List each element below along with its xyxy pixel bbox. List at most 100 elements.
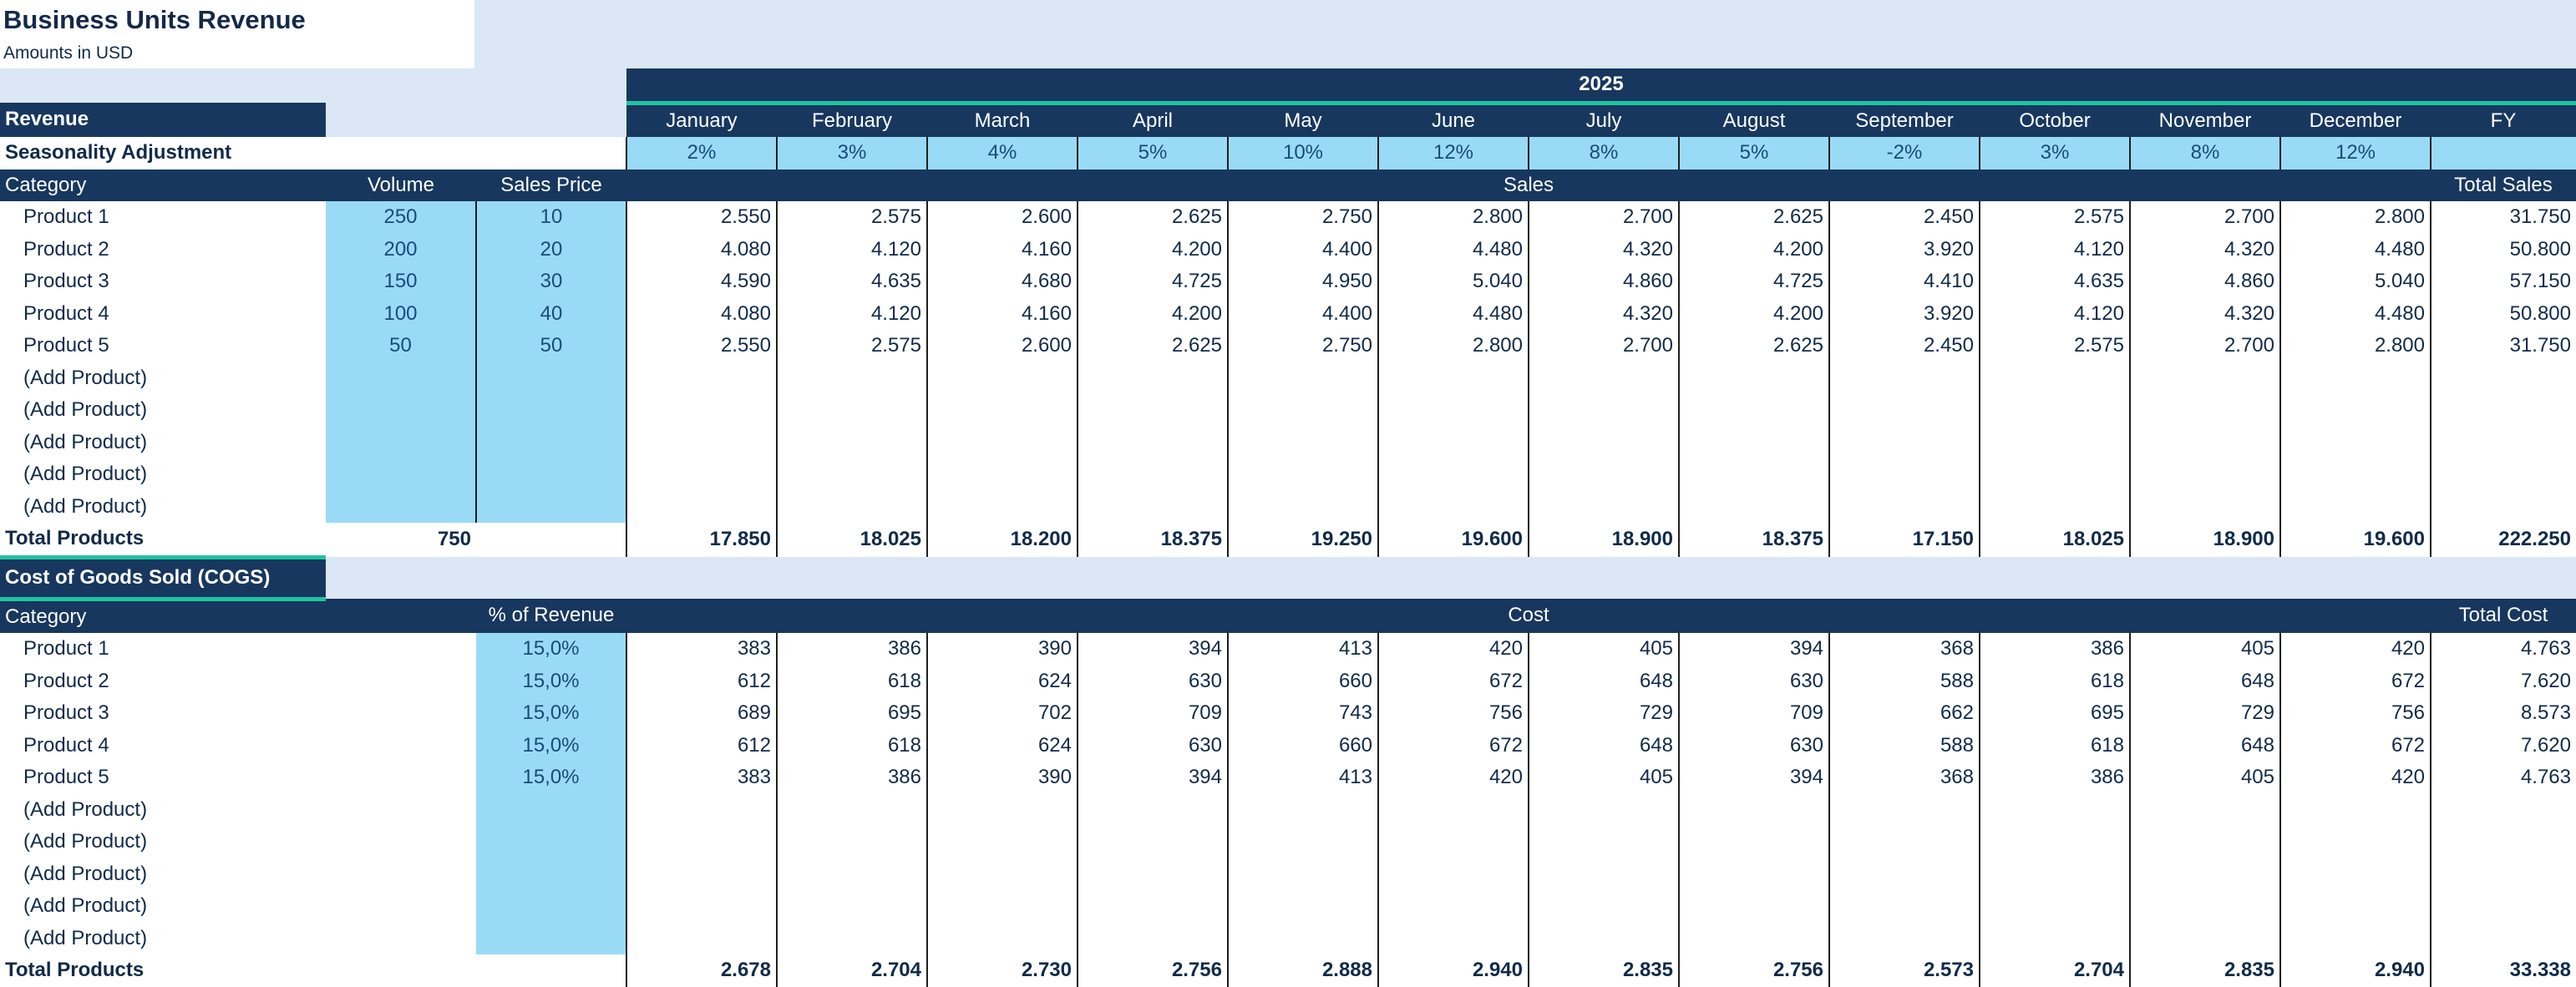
- volume-input[interactable]: [326, 458, 476, 491]
- price-input[interactable]: 20: [475, 233, 626, 266]
- cost-value: 618: [776, 665, 927, 697]
- sales-value: [1377, 458, 1529, 491]
- volume-input[interactable]: 250: [326, 201, 476, 234]
- price-input[interactable]: [475, 490, 626, 523]
- seasonality-input[interactable]: 4%: [926, 137, 1078, 170]
- seasonality-input[interactable]: 5%: [1678, 137, 1829, 170]
- seasonality-input[interactable]: -2%: [1828, 137, 1980, 170]
- sales-value: 3.920: [1828, 297, 1980, 330]
- seasonality-input[interactable]: 5%: [1077, 137, 1228, 170]
- pct-revenue-input[interactable]: [476, 826, 626, 858]
- seasonality-input[interactable]: 10%: [1227, 137, 1378, 170]
- cost-value: 630: [1077, 729, 1228, 762]
- add-product-placeholder[interactable]: (Add Product): [0, 890, 326, 923]
- sales-value: 2.700: [2129, 201, 2280, 234]
- add-product-placeholder[interactable]: (Add Product): [0, 426, 326, 458]
- seasonality-input[interactable]: 2%: [626, 137, 777, 170]
- volume-input[interactable]: 100: [326, 297, 476, 330]
- monthly-total-cost: 2.940: [1377, 954, 1529, 987]
- volume-input[interactable]: 200: [326, 233, 476, 266]
- pct-revenue-input[interactable]: 15,0%: [476, 697, 626, 730]
- seasonality-input[interactable]: 3%: [776, 137, 927, 170]
- spacer-cell: [0, 0, 2576, 33]
- pct-revenue-input[interactable]: [476, 922, 626, 954]
- pct-revenue-input[interactable]: 15,0%: [476, 633, 626, 666]
- add-product-placeholder[interactable]: (Add Product): [0, 858, 326, 890]
- cost-value: 756: [2279, 697, 2431, 730]
- cost-value: [926, 793, 1078, 826]
- seasonality-input[interactable]: 8%: [2129, 137, 2280, 170]
- sales-value: [2129, 458, 2280, 491]
- sales-value: 4.480: [1377, 297, 1529, 330]
- sales-value: 4.200: [1678, 297, 1829, 330]
- spacer-cell: [326, 557, 2576, 599]
- price-input[interactable]: [475, 394, 626, 427]
- sales-value: 2.625: [1077, 201, 1228, 234]
- price-input[interactable]: 40: [475, 297, 626, 330]
- spacer-cell: [0, 33, 2576, 68]
- cost-value: 672: [2279, 729, 2431, 762]
- product-total-sales: [2430, 426, 2576, 458]
- price-input[interactable]: 30: [475, 266, 626, 298]
- spacer-cell: [326, 858, 476, 890]
- volume-input[interactable]: [326, 426, 476, 458]
- sales-value: [1377, 426, 1529, 458]
- sales-value: 4.635: [1979, 266, 2130, 298]
- cost-value: [626, 922, 777, 954]
- sales-value: 2.700: [2129, 330, 2280, 362]
- pct-revenue-input[interactable]: 15,0%: [476, 665, 626, 697]
- cost-value: 648: [1528, 729, 1679, 762]
- volume-input[interactable]: 50: [326, 330, 476, 362]
- sales-value: 4.680: [926, 266, 1078, 298]
- spacer-cell: [476, 954, 626, 987]
- pct-revenue-input[interactable]: [476, 793, 626, 826]
- price-input[interactable]: 10: [475, 201, 626, 234]
- sales-value: [1528, 458, 1679, 491]
- sales-value: [2279, 362, 2431, 394]
- seasonality-input[interactable]: 12%: [2279, 137, 2431, 170]
- sales-value: [776, 394, 927, 427]
- price-input[interactable]: [475, 426, 626, 458]
- monthly-total-cost: 2.678: [626, 954, 777, 987]
- add-product-placeholder[interactable]: (Add Product): [0, 458, 326, 491]
- revenue-product-row: Product 4 100 40 4.080 4.120 4.160 4.200 4.400 4…: [0, 297, 2576, 330]
- add-product-placeholder[interactable]: (Add Product): [0, 394, 326, 427]
- volume-input[interactable]: [326, 394, 476, 427]
- pct-revenue-input[interactable]: 15,0%: [476, 729, 626, 762]
- sales-header: Sales: [626, 169, 2431, 201]
- pct-revenue-input[interactable]: [476, 858, 626, 890]
- seasonality-input[interactable]: 3%: [1979, 137, 2130, 170]
- cost-value: [776, 826, 927, 858]
- pct-revenue-input[interactable]: 15,0%: [476, 762, 626, 794]
- add-product-placeholder[interactable]: (Add Product): [0, 490, 326, 523]
- add-product-placeholder[interactable]: (Add Product): [0, 826, 326, 858]
- add-product-placeholder[interactable]: (Add Product): [0, 362, 326, 394]
- sales-value: [1678, 394, 1829, 427]
- price-input[interactable]: [475, 362, 626, 394]
- cogs-column-header-row: Category % of Revenue Cost Total Cost: [0, 599, 2576, 633]
- add-product-placeholder[interactable]: (Add Product): [0, 922, 326, 954]
- price-input[interactable]: [475, 458, 626, 491]
- sales-value: [2279, 458, 2431, 491]
- sales-value: 4.590: [626, 266, 777, 298]
- title-row: [0, 0, 2576, 33]
- sales-value: [1828, 394, 1980, 427]
- cost-value: 612: [626, 665, 777, 697]
- price-input[interactable]: 50: [475, 330, 626, 362]
- pct-revenue-input[interactable]: [476, 890, 626, 923]
- cost-value: 630: [1077, 665, 1228, 697]
- volume-input[interactable]: [326, 490, 476, 523]
- cost-value: 662: [1828, 697, 1980, 730]
- seasonality-input[interactable]: 12%: [1377, 137, 1529, 170]
- volume-input[interactable]: 150: [326, 266, 476, 298]
- sales-value: 2.625: [1678, 330, 1829, 362]
- cost-value: [1979, 826, 2130, 858]
- volume-input[interactable]: [326, 362, 476, 394]
- sales-value: 5.040: [2279, 266, 2431, 298]
- seasonality-input[interactable]: 8%: [1528, 137, 1679, 170]
- add-product-placeholder[interactable]: (Add Product): [0, 793, 326, 826]
- cost-value: 390: [926, 762, 1078, 794]
- pct-revenue-header: % of Revenue: [476, 599, 626, 633]
- sales-value: [1077, 394, 1228, 427]
